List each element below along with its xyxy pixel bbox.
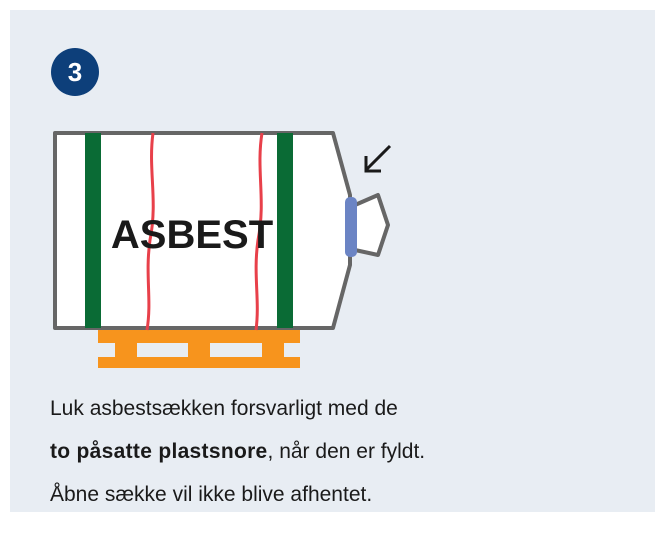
strap: [85, 133, 101, 328]
sack-neck: [353, 193, 390, 257]
step-badge: [51, 48, 99, 96]
sack: [53, 131, 352, 330]
arrow: [364, 144, 392, 173]
sack-label: ASBEST: [111, 213, 273, 257]
text-line: Luk asbestsækken forsvarligt med de: [50, 397, 398, 420]
text-line: Åbne sække vil ikke blive afhentet.: [50, 483, 373, 506]
text-line: to påsatte plastsnore, når den er fyldt.: [50, 440, 425, 464]
tie: [345, 197, 357, 257]
step-number: 3: [68, 57, 82, 87]
text: , når den er fyldt.: [267, 440, 426, 463]
bold-text: to påsatte plastsnore: [50, 440, 268, 463]
cord: [254, 132, 264, 331]
strap: [277, 133, 293, 328]
pallet: [98, 330, 300, 368]
cord: [145, 132, 155, 331]
